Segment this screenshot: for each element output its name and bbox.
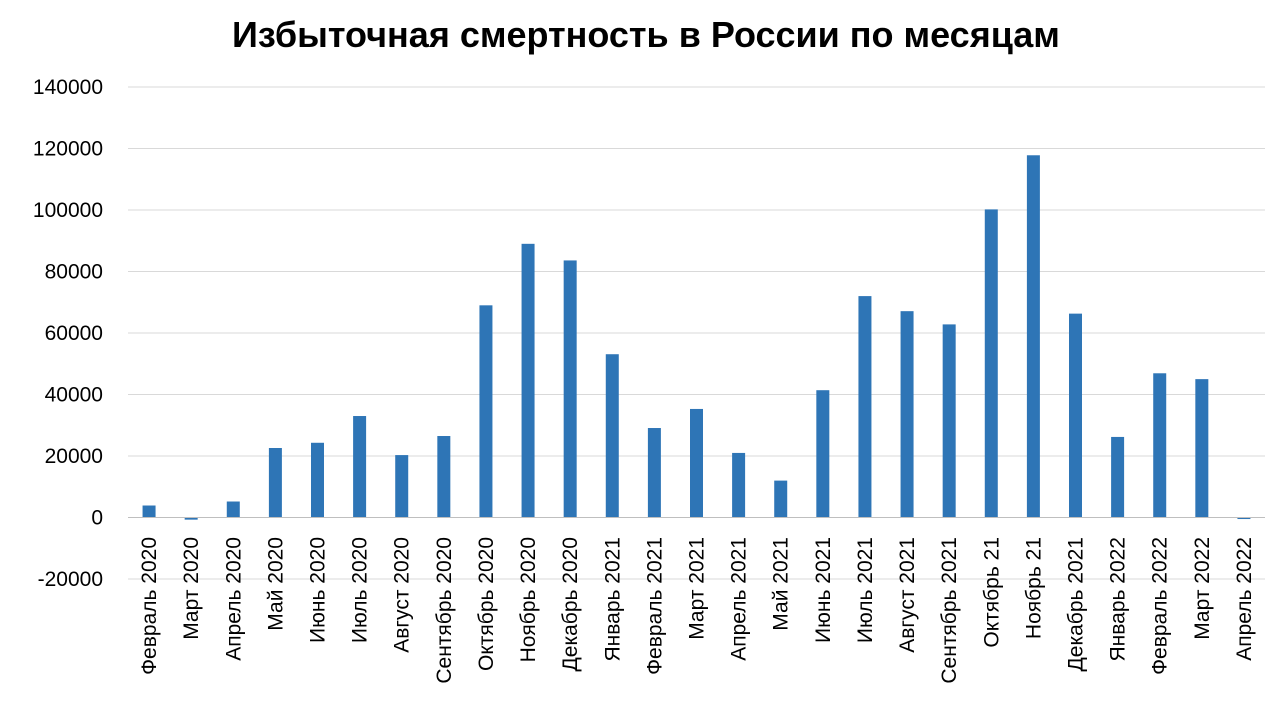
y-tick-label: 100000 (33, 199, 103, 222)
bar (984, 209, 998, 518)
x-tick-label: Июль 2021 (854, 537, 877, 643)
x-tick-label: Январь 2022 (1107, 537, 1130, 662)
bar (479, 305, 493, 518)
y-tick-label: -20000 (38, 568, 103, 591)
x-tick-label: Октябрь 2020 (475, 537, 498, 671)
x-tick-label: Ноябрь 21 (1022, 537, 1045, 639)
bar (647, 428, 661, 518)
bar (900, 311, 914, 518)
bar (437, 436, 451, 518)
bar (226, 501, 240, 518)
y-tick-label: 120000 (33, 138, 103, 161)
x-tick-label: Март 2020 (180, 537, 203, 640)
x-tick-label: Ноябрь 2020 (517, 537, 540, 662)
bar (774, 480, 788, 518)
x-tick-label: Май 2020 (264, 537, 287, 631)
x-tick-label: Август 2021 (896, 537, 919, 653)
bar (311, 442, 324, 518)
y-tick-label: 40000 (45, 384, 103, 407)
x-tick-label: Февраль 2021 (643, 537, 666, 675)
y-tick-label: 20000 (45, 445, 103, 468)
x-tick-label: Апрель 2022 (1233, 537, 1256, 661)
bar (732, 452, 746, 518)
bar (563, 260, 577, 518)
x-tick-label: Февраль 2022 (1149, 537, 1172, 675)
x-tick-label: Май 2021 (770, 537, 793, 631)
x-tick-label: Октябрь 21 (980, 537, 1003, 648)
x-tick-label: Июль 2020 (349, 537, 372, 643)
x-tick-label: Март 2021 (686, 537, 709, 640)
x-tick-label: Январь 2021 (601, 537, 624, 662)
x-tick-label: Июнь 2020 (307, 537, 330, 643)
bar (690, 408, 703, 518)
bar (605, 354, 619, 518)
bar (142, 505, 156, 518)
bar (184, 517, 198, 520)
x-tick-label: Февраль 2020 (138, 537, 161, 675)
chart-title: Избыточная смертность в России по месяца… (232, 14, 1060, 55)
x-tick-label: Март 2022 (1191, 537, 1214, 640)
x-tick-label: Сентябрь 2020 (433, 537, 456, 684)
bar (395, 455, 409, 518)
bar (1111, 436, 1125, 518)
y-tick-label: 80000 (45, 261, 103, 284)
y-tick-label: 140000 (33, 76, 103, 99)
x-tick-label: Декабрь 2021 (1065, 537, 1088, 671)
y-tick-label: 0 (91, 507, 103, 530)
y-tick-labels: -20000 0 20000 40000 60000 80000 100000 120000 1… (33, 76, 103, 591)
x-tick-label: Сентябрь 2021 (938, 537, 961, 684)
x-tick-label: Декабрь 2020 (559, 537, 582, 671)
x-tick-label: Август 2020 (391, 537, 414, 653)
bar (1069, 313, 1082, 518)
bar (268, 448, 282, 518)
bar (816, 390, 830, 518)
bar (1237, 517, 1251, 520)
x-tick-label: Апрель 2020 (222, 537, 245, 661)
bar (353, 416, 367, 518)
bar (858, 296, 872, 518)
bar (1153, 373, 1167, 518)
x-tick-label: Июнь 2021 (812, 537, 835, 643)
x-tick-labels: Февраль 2020 Март 2020 Апрель 2020 Май 2020… (138, 537, 1256, 684)
bar (521, 243, 535, 518)
bars (142, 155, 1251, 520)
x-tick-label: Апрель 2021 (728, 537, 751, 661)
y-tick-label: 60000 (45, 322, 103, 345)
bar (1026, 155, 1040, 518)
bar (942, 324, 956, 518)
bar (1195, 379, 1209, 518)
